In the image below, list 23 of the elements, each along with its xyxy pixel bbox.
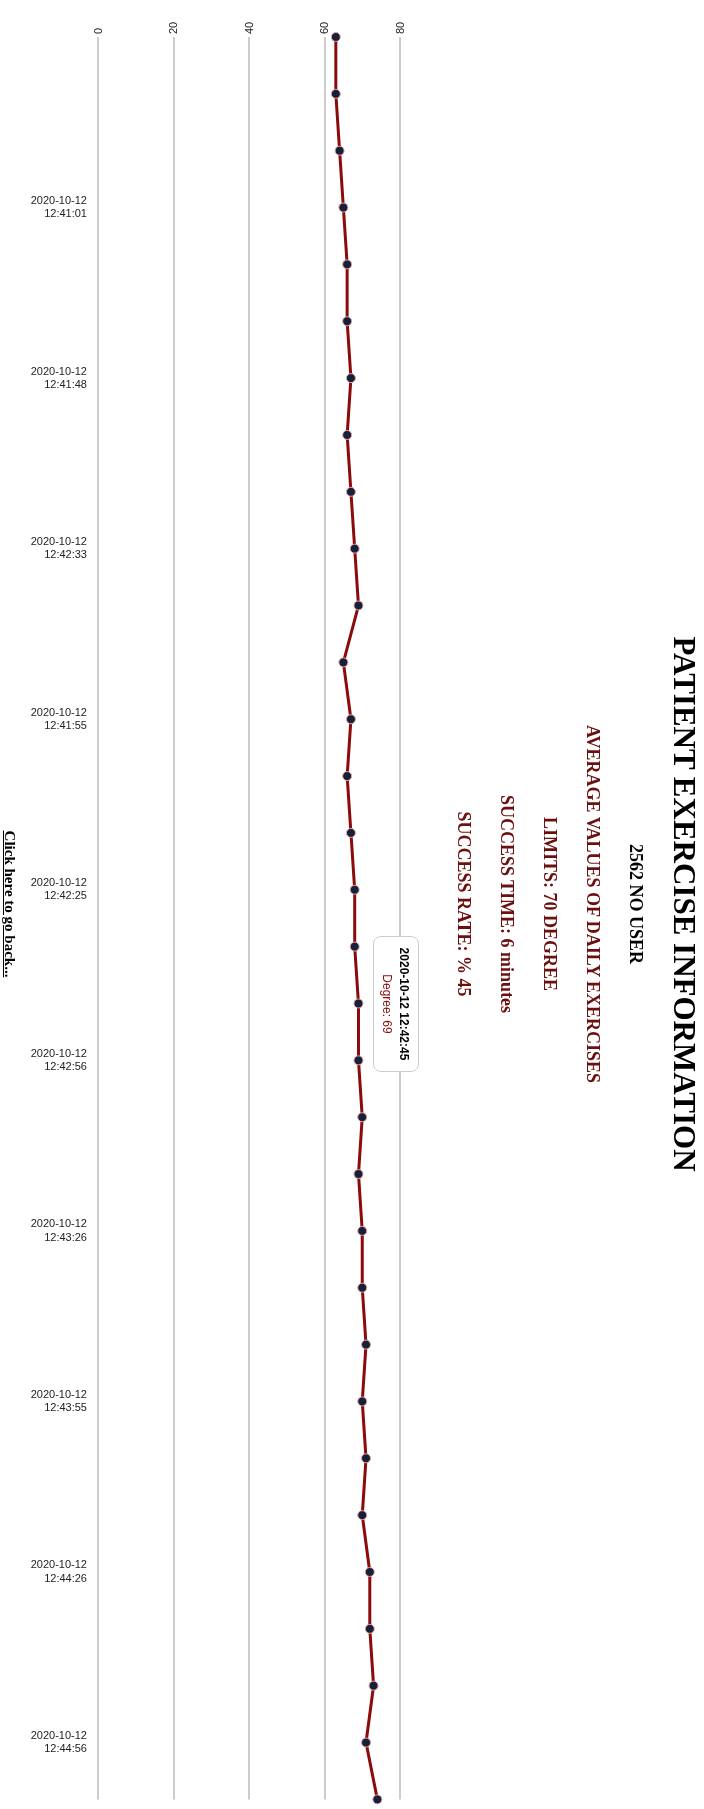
y-tick-label: 2020-10-12 12:41:01 — [30, 193, 87, 220]
y-tick-label: 2020-10-12 12:42:25 — [30, 876, 87, 902]
x-tick-label: 20 — [167, 21, 180, 34]
y-tick-label: 2020-10-12 12:43:26 — [30, 1217, 87, 1243]
text: AVERAGE VALUES OF DAILY EXERCISES — [582, 723, 603, 1086]
annotation: 2020-10-12 12:42:45 Degree: 69 — [379, 946, 412, 1063]
y-tick-label: 2020-10-12 12:44:26 — [30, 1558, 87, 1584]
text: 2562 NO USER — [625, 843, 646, 967]
x-tick-label: 0 — [91, 27, 104, 34]
text: SUCCESS RATE: % 45 — [453, 810, 474, 999]
y-tick-label: 2020-10-12 12:44:56 — [30, 1728, 87, 1755]
y-tick-label: 2020-10-12 12:41:48 — [30, 364, 87, 390]
text: PATIENT EXERCISE INFORMATION — [666, 635, 702, 1174]
x-tick-label: 80 — [393, 21, 406, 34]
y-tick-label: 2020-10-12 12:41:55 — [30, 705, 87, 731]
text: Click here to go back... — [1, 829, 18, 980]
text: LIMITS: 70 DEGREE — [539, 815, 560, 993]
x-tick-label: 60 — [318, 21, 331, 34]
text: SUCCESS TIME: 6 minutes — [496, 793, 517, 1016]
y-tick-label: 2020-10-12 12:42:56 — [30, 1046, 87, 1072]
x-tick-label: 40 — [242, 21, 255, 34]
y-tick-label: 2020-10-12 12:43:55 — [30, 1387, 87, 1414]
y-tick-label: 2020-10-12 12:42:33 — [30, 535, 87, 561]
